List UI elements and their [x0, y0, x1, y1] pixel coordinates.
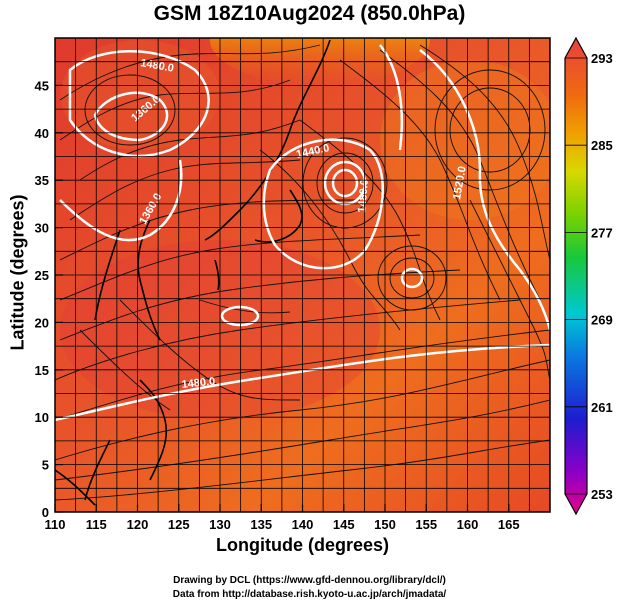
y-tick-label: 40 — [35, 126, 49, 141]
x-tick-label: 150 — [374, 517, 396, 532]
y-tick-label: 45 — [35, 78, 49, 93]
x-axis-ticks: 110 115 120 125 130 135 140 145 150 155 160 165 — [45, 504, 520, 532]
x-tick-label: 155 — [415, 517, 437, 532]
colorbar-tick-label: 293 — [591, 51, 613, 66]
colorbar-tick-label: 277 — [591, 225, 613, 240]
x-axis-label: Longitude (degrees) — [215, 535, 389, 555]
x-tick-label: 165 — [498, 517, 520, 532]
y-tick-label: 20 — [35, 315, 49, 330]
temperature-field — [55, 38, 550, 512]
credit-drawing: Drawing by DCL (https://www.gfd-dennou.o… — [173, 575, 446, 586]
x-tick-label: 125 — [168, 517, 190, 532]
colorbar-tick-label: 253 — [591, 487, 613, 502]
colorbar: 293 285 277 269 261 253 — [564, 36, 613, 516]
y-axis-ticks: 0 5 10 15 20 25 30 35 40 45 — [35, 78, 63, 520]
y-tick-label: 10 — [35, 410, 49, 425]
x-tick-label: 145 — [333, 517, 355, 532]
x-tick-label: 140 — [292, 517, 314, 532]
colorbar-tick-label: 269 — [591, 313, 613, 328]
colorbar-ticks: 293 285 277 269 261 253 — [565, 51, 613, 502]
x-tick-label: 120 — [127, 517, 149, 532]
y-tick-label: 25 — [35, 268, 49, 283]
y-tick-label: 15 — [35, 363, 49, 378]
lat-lon-grid — [55, 38, 550, 512]
x-tick-label: 115 — [86, 517, 107, 532]
contour-label: 1520.0 — [451, 165, 469, 200]
colorbar-tick-label: 261 — [591, 400, 613, 415]
contour-label: 1480.0 — [356, 179, 371, 214]
map-title: GSM 18Z10Aug2024 (850.0hPa) — [153, 2, 466, 25]
credit-data: Data from http://database.rish.kyoto-u.a… — [172, 589, 447, 600]
height-contours — [55, 44, 550, 422]
x-tick-label: 160 — [457, 517, 479, 532]
colorbar-tick-label: 285 — [591, 138, 613, 153]
wind-streamlines — [55, 44, 550, 501]
y-tick-label: 0 — [42, 505, 49, 520]
colorbar-body — [564, 36, 588, 516]
x-tick-label: 130 — [209, 517, 231, 532]
y-tick-label: 30 — [35, 221, 49, 236]
x-tick-label: 135 — [250, 517, 272, 532]
x-tick-label: 110 — [45, 517, 66, 532]
y-tick-label: 35 — [35, 173, 49, 188]
y-tick-label: 5 — [42, 458, 49, 473]
contour-label: 1480.0 — [181, 376, 216, 391]
y-axis-label: Latitude (degrees) — [7, 194, 28, 351]
